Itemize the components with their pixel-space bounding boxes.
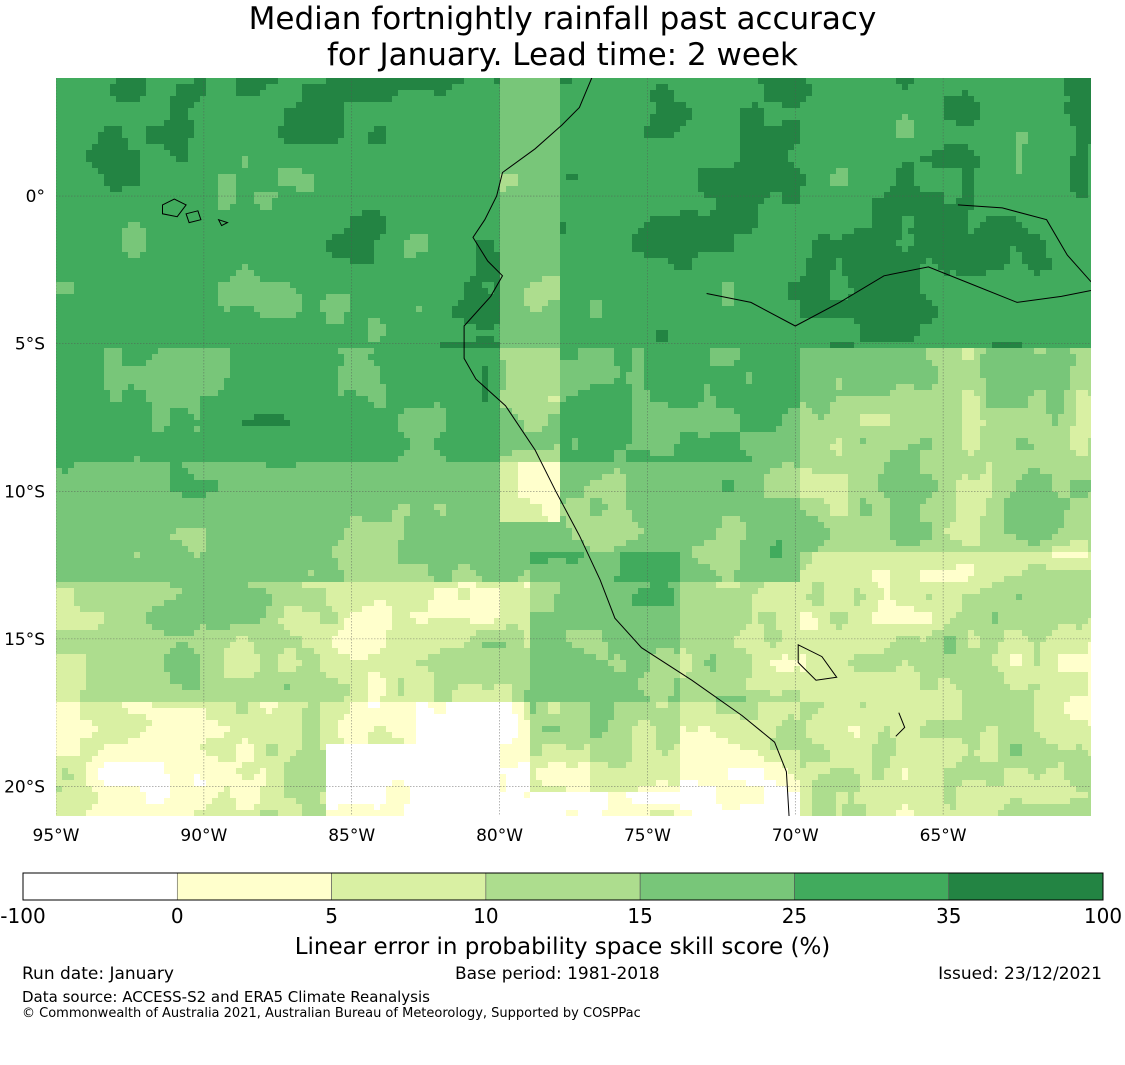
longitude-label: 90°W: [180, 826, 227, 846]
longitude-label: 85°W: [328, 826, 375, 846]
skill-score-field: [56, 78, 1095, 817]
colorbar-bin: [23, 873, 177, 900]
colorbar-tick-label: 0: [171, 904, 184, 928]
latitude-label: 0°: [26, 187, 45, 207]
longitude-label: 70°W: [772, 826, 819, 846]
colorbar: [23, 873, 1103, 900]
latitude-label: 20°S: [4, 777, 45, 797]
longitude-label: 95°W: [33, 826, 80, 846]
latitude-tick-labels: 0° 5°S 10°S 15°S 20°S: [4, 187, 45, 797]
colorbar-tick-label: 5: [325, 904, 338, 928]
colorbar-bin: [177, 873, 331, 900]
base-period: Base period: 1981-2018: [455, 964, 660, 984]
colorbar-tick-label: -100: [0, 904, 45, 928]
run-date: Run date: January: [22, 964, 174, 984]
latitude-label: 10°S: [4, 482, 45, 502]
colorbar-bin: [332, 873, 486, 900]
chart-title-line-2: for January. Lead time: 2 week: [0, 36, 1125, 74]
longitude-label: 75°W: [624, 826, 671, 846]
colorbar-tick-label: 35: [936, 904, 961, 928]
longitude-label: 65°W: [920, 826, 967, 846]
colorbar-bin: [949, 873, 1103, 900]
longitude-tick-labels: 95°W 90°W 85°W 80°W 75°W 70°W 65°W: [33, 826, 967, 846]
colorbar-tick-label: 10: [473, 904, 498, 928]
colorbar-title: Linear error in probability space skill …: [0, 933, 1125, 961]
chart-title-line-1: Median fortnightly rainfall past accurac…: [0, 0, 1125, 38]
latitude-label: 5°S: [15, 335, 45, 355]
colorbar-bin: [794, 873, 948, 900]
colorbar-tick-label: 25: [782, 904, 807, 928]
issued-date: Issued: 23/12/2021: [938, 964, 1102, 984]
colorbar-bin: [640, 873, 794, 900]
latitude-label: 15°S: [4, 630, 45, 650]
colorbar-tick-label: 15: [627, 904, 652, 928]
colorbar-tick-label: 100: [1084, 904, 1122, 928]
colorbar-bin: [486, 873, 640, 900]
copyright: © Commonwealth of Australia 2021, Austra…: [22, 1004, 641, 1024]
longitude-label: 80°W: [476, 826, 523, 846]
